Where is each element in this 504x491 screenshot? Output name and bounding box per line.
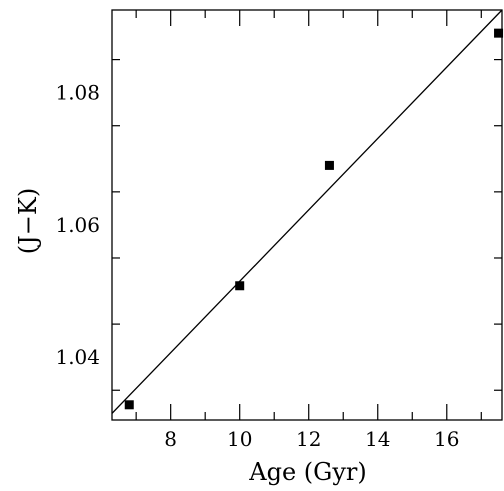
data-point: [324, 160, 334, 170]
data-points: [124, 28, 504, 410]
data-point: [124, 400, 134, 410]
x-tick-label: 8: [164, 427, 177, 451]
y-tick-label: 1.08: [55, 81, 100, 105]
x-ticks: [135, 10, 482, 420]
x-tick-label: 10: [227, 427, 252, 451]
y-ticks: [112, 58, 502, 391]
data-point: [235, 281, 245, 291]
plot-frame: [111, 9, 503, 421]
fit-line-group: [111, 9, 503, 414]
y-tick-label: 1.06: [55, 213, 100, 237]
data-point: [494, 28, 504, 38]
fit-line: [111, 9, 503, 414]
plot-border: [111, 9, 503, 421]
y-tick-label: 1.04: [55, 345, 100, 369]
y-tick-labels: 1.04 1.06 1.08: [55, 81, 100, 370]
x-tick-label: 14: [365, 427, 390, 451]
x-tick-label: 12: [296, 427, 321, 451]
y-axis-title: (J−K): [14, 188, 42, 254]
x-axis-title: Age (Gyr): [248, 458, 366, 486]
x-tick-labels: 8 10 12 14 16: [164, 427, 459, 451]
x-tick-label: 16: [434, 427, 459, 451]
